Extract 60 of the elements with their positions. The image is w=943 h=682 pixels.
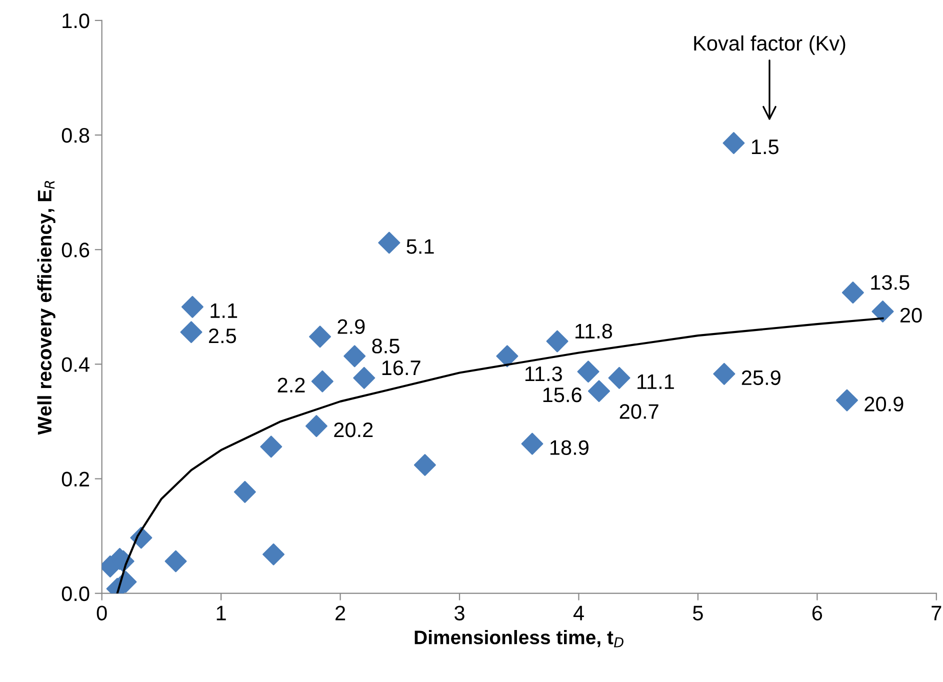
annotation: 5.1 — [406, 239, 434, 254]
point — [180, 321, 202, 344]
point — [414, 454, 436, 476]
annotation: Koval factor (Kv) — [694, 35, 846, 55]
x-tick-label: 5 — [692, 606, 703, 620]
point — [309, 326, 332, 348]
annotation: 11.1 — [638, 374, 674, 389]
annotation: 11.8 — [576, 324, 612, 339]
point — [722, 132, 745, 154]
annotation: 16.7 — [382, 360, 420, 376]
point — [378, 232, 400, 254]
y-tick-label: 0.8 — [62, 128, 90, 143]
point — [842, 282, 864, 304]
annotation: 1.5 — [752, 140, 778, 154]
point — [872, 300, 894, 322]
annotation: 8.5 — [372, 338, 400, 354]
x-tick-label: 7 — [932, 606, 942, 620]
annotation: 18.9 — [550, 440, 588, 455]
point — [181, 296, 204, 318]
point — [588, 380, 610, 402]
point — [311, 370, 334, 392]
y-tick-label: 0.6 — [62, 242, 90, 258]
y-tick-label: 0.2 — [62, 472, 89, 487]
point — [496, 345, 518, 368]
annotation: 20.2 — [334, 422, 373, 438]
annotation: 11.3 — [525, 366, 562, 382]
point — [260, 436, 282, 458]
point — [262, 543, 285, 566]
y-tick-label: 0.4 — [62, 357, 90, 372]
annotation: 2.9 — [338, 319, 365, 334]
y-tick-label: 0.0 — [62, 586, 90, 602]
point — [353, 366, 376, 389]
annotation: 13.5 — [871, 275, 910, 290]
annotation: 15.6 — [543, 388, 582, 402]
annotation: 20.9 — [864, 396, 904, 412]
point — [164, 550, 187, 572]
point — [608, 366, 630, 389]
x-tick-label: 2 — [336, 606, 346, 620]
x-tick-label: 3 — [454, 606, 464, 620]
annotation: 20.7 — [620, 404, 658, 419]
annotation: 1.1 — [210, 304, 238, 318]
x-tick-label: 6 — [812, 606, 822, 620]
y-axis-title: Well recovery efficiency, E$_{R}$ — [37, 181, 56, 435]
annotation: 2.5 — [208, 328, 236, 344]
annotation: 25.9 — [742, 370, 780, 386]
annotation: 2.2 — [278, 378, 305, 392]
point — [577, 360, 600, 383]
y-tick-label: 1.0 — [62, 13, 90, 28]
annotation: 20 — [900, 308, 922, 323]
point — [836, 389, 858, 412]
x-tick-label: 0 — [96, 606, 107, 620]
point — [713, 362, 736, 385]
point — [234, 480, 256, 503]
x-axis-title: Dimensionless time, t$_{D}$ — [414, 630, 624, 648]
x-tick-label: 1 — [216, 606, 226, 620]
point — [546, 330, 568, 352]
point — [344, 345, 366, 368]
point — [305, 415, 328, 438]
point — [521, 432, 544, 455]
x-tick-label: 4 — [573, 606, 584, 620]
